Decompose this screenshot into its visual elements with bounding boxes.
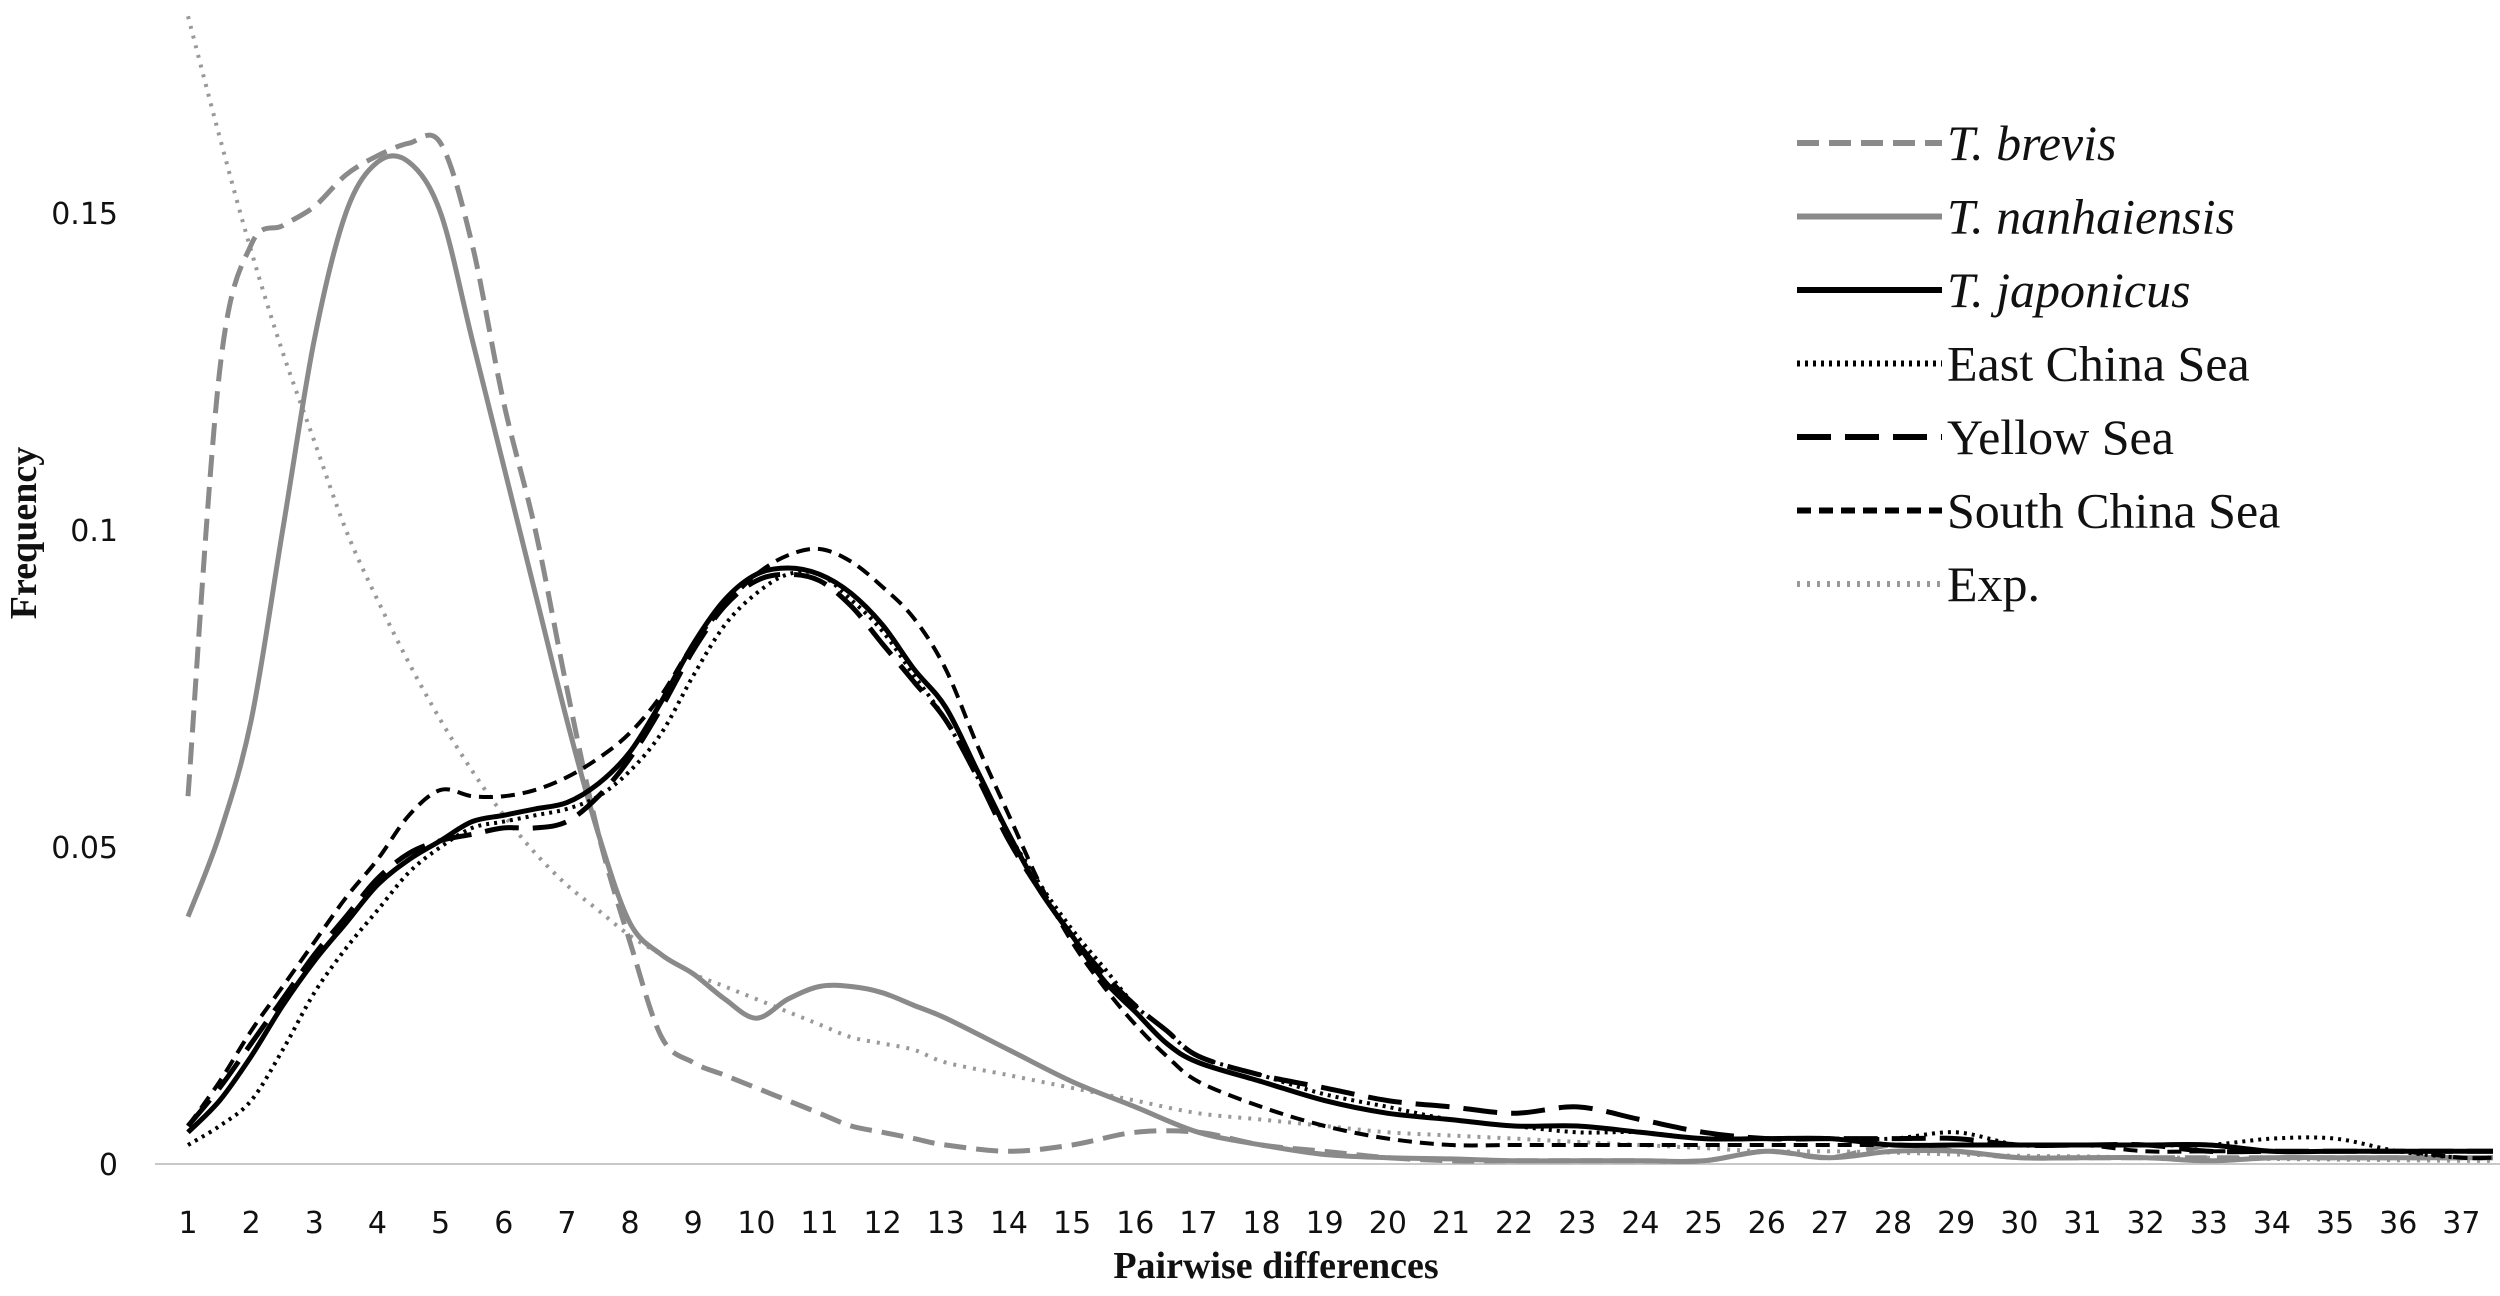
- legend-label-t-japonicus: T. japonicus: [1947, 262, 2191, 318]
- x-tick-label: 34: [2253, 1206, 2291, 1241]
- x-tick-label: 15: [1053, 1206, 1091, 1241]
- x-tick-label: 28: [1874, 1206, 1912, 1241]
- y-tick-label: 0.1: [70, 514, 118, 549]
- y-tick-label: 0.15: [51, 197, 118, 232]
- series-lines: [185, 15, 2494, 1165]
- x-tick-label: 37: [2442, 1206, 2480, 1241]
- legend-label-yellow-sea: Yellow Sea: [1947, 409, 2174, 465]
- x-tick-label: 7: [557, 1206, 576, 1241]
- x-tick-label: 6: [494, 1206, 513, 1241]
- x-tick-label: 5: [431, 1206, 450, 1241]
- x-tick-label: 22: [1495, 1206, 1533, 1241]
- legend-label-t-nanhaiensis: T. nanhaiensis: [1947, 189, 2235, 245]
- x-tick-label: 13: [927, 1206, 965, 1241]
- x-tick-label: 9: [684, 1206, 703, 1241]
- legend-label-exp: Exp.: [1947, 556, 2040, 612]
- x-tick-label: 25: [1685, 1206, 1723, 1241]
- y-axis-title: Frequency: [3, 447, 45, 619]
- x-tick-label: 35: [2316, 1206, 2354, 1241]
- x-tick-label: 32: [2127, 1206, 2165, 1241]
- x-tick-label: 11: [800, 1206, 838, 1241]
- x-tick-label: 2: [242, 1206, 261, 1241]
- x-tick-label: 21: [1432, 1206, 1470, 1241]
- x-axis-title: Pairwise differences: [1113, 1245, 1438, 1287]
- x-tick-label: 23: [1558, 1206, 1596, 1241]
- x-tick-label: 8: [621, 1206, 640, 1241]
- x-tick-label: 29: [1937, 1206, 1975, 1241]
- x-tick-label: 14: [990, 1206, 1028, 1241]
- x-axis-ticks: 1 2 3 4 5 6 7 8 9 10 11 12 13 14 15 16 17 18 19 20 21 22 23 24 2…: [178, 1206, 2480, 1241]
- series-line-t-brevis: [185, 132, 2493, 1165]
- series-line-south-china-sea: [186, 546, 2494, 1161]
- x-tick-label: 16: [1116, 1206, 1154, 1241]
- x-tick-label: 26: [1748, 1206, 1786, 1241]
- x-tick-label: 1: [178, 1206, 197, 1241]
- y-tick-label: 0.05: [51, 831, 118, 866]
- y-axis-ticks: 0 0.05 0.1 0.15: [51, 197, 118, 1183]
- x-tick-label: 33: [2190, 1206, 2228, 1241]
- x-tick-label: 36: [2379, 1206, 2417, 1241]
- x-tick-label: 19: [1306, 1206, 1344, 1241]
- legend-label-east-china-sea: East China Sea: [1947, 336, 2250, 392]
- x-tick-label: 27: [1811, 1206, 1849, 1241]
- legend: T. brevis T. nanhaiensis T. japonicus East …: [1797, 115, 2280, 612]
- series-line-t-japonicus: [186, 565, 2493, 1155]
- y-tick-label: 0: [99, 1148, 118, 1183]
- x-tick-label: 17: [1179, 1206, 1217, 1241]
- x-tick-label: 3: [305, 1206, 324, 1241]
- x-tick-label: 4: [368, 1206, 387, 1241]
- series-line-t-nanhaiensis: [185, 153, 2493, 1165]
- x-tick-label: 31: [2063, 1206, 2101, 1241]
- series-line-east-china-sea: [186, 569, 2494, 1161]
- x-tick-label: 10: [737, 1206, 775, 1241]
- x-tick-label: 12: [864, 1206, 902, 1241]
- x-tick-label: 30: [2000, 1206, 2038, 1241]
- x-tick-label: 24: [1621, 1206, 1659, 1241]
- x-tick-label: 20: [1369, 1206, 1407, 1241]
- legend-label-t-brevis: T. brevis: [1947, 115, 2116, 171]
- series-line-yellow-sea: [186, 571, 2493, 1155]
- x-tick-label: 18: [1242, 1206, 1280, 1241]
- legend-label-south-china-sea: South China Sea: [1947, 483, 2280, 539]
